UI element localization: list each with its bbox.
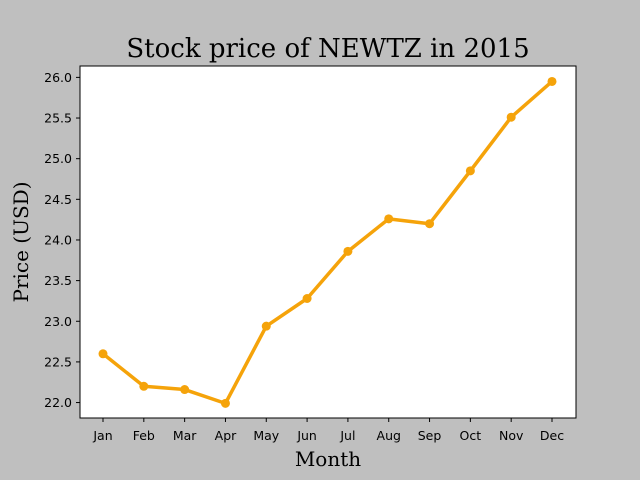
data-point-mar	[180, 385, 190, 395]
y-tick-label: 22.5	[44, 354, 72, 369]
y-axis: 22.0 22.5 23.0 23.5 24.0 24.5 25.0 25.5 26.0	[44, 70, 80, 410]
data-point-nov	[506, 112, 516, 122]
y-tick-label: 25.5	[44, 111, 72, 126]
x-tick-label: Aug	[377, 428, 401, 443]
x-tick-label: Jan	[92, 428, 112, 443]
data-point-oct	[465, 166, 475, 176]
data-point-feb	[139, 381, 149, 391]
x-tick-label: May	[253, 428, 279, 443]
data-point-dec	[547, 76, 557, 86]
data-point-sep	[425, 219, 435, 229]
x-tick-label: Apr	[215, 428, 237, 443]
plot-area	[79, 65, 577, 419]
y-tick-label: 26.0	[44, 70, 72, 85]
y-axis-label: Price (USD)	[9, 181, 33, 302]
y-tick-label: 23.5	[44, 273, 72, 288]
x-tick-label: Jun	[296, 428, 317, 443]
x-tick-label: Mar	[173, 428, 197, 443]
x-axis: Jan Feb Mar Apr May Jun Jul Aug Sep Oct Nov Dec	[92, 418, 564, 443]
y-tick-label: 23.0	[44, 314, 72, 329]
x-tick-label: Feb	[133, 428, 155, 443]
x-tick-label: Dec	[540, 428, 564, 443]
data-point-may	[261, 321, 271, 331]
x-axis-label: Month	[295, 447, 361, 471]
data-point-aug	[384, 214, 394, 224]
x-tick-label: Jul	[339, 428, 355, 443]
x-tick-label: Oct	[460, 428, 482, 443]
y-tick-label: 22.0	[44, 395, 72, 410]
y-tick-label: 25.0	[44, 151, 72, 166]
chart-title: Stock price of NEWTZ in 2015	[126, 34, 529, 64]
price-series	[98, 76, 557, 408]
x-tick-label: Nov	[499, 428, 524, 443]
series-line	[101, 79, 554, 406]
x-tick-label: Sep	[418, 428, 442, 443]
data-point-jul	[343, 246, 353, 256]
data-point-jun	[302, 293, 312, 303]
data-point-jan	[98, 349, 108, 359]
y-tick-label: 24.5	[44, 192, 72, 207]
data-point-apr	[220, 398, 230, 408]
y-tick-label: 24.0	[44, 232, 72, 247]
